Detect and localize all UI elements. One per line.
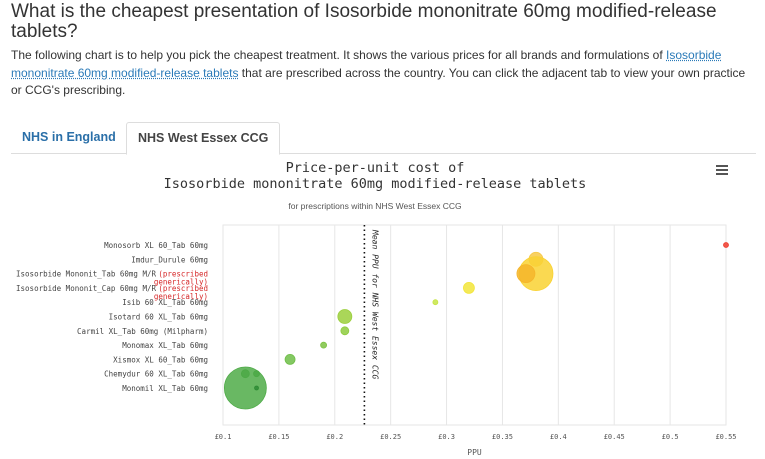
mean-ppu-label: Mean PPU for NHS West Essex CCG [370,229,379,379]
plot-area [222,224,727,426]
intro-text-end: that are prescribed across the country. … [11,65,746,98]
data-point [337,309,353,324]
category-label: Chemydur 60 XL_Tab 60mg [104,370,208,379]
data-point [723,242,729,248]
data-point [254,385,259,391]
drug-link[interactable]: Isosorbide mononitrate 60mg modified-rel… [11,48,722,80]
data-point [463,281,475,294]
data-point [432,299,439,306]
category-label: Monosorb XL 60_Tab 60mg [104,241,208,250]
x-tick-label: £0.4 [550,433,567,441]
tab-nhs-west-essex-ccg[interactable]: NHS West Essex CCG [126,122,281,155]
chart-title-line1: Price-per-unit cost of [285,160,465,176]
data-point [223,366,267,410]
data-point [516,264,536,284]
category-label: Monomax XL_Tab 60mg [122,341,208,350]
category-label: Monomil XL_Tab 60mg [122,384,208,393]
x-tick-label: £0.1 [215,433,232,441]
x-tick-label: £0.5 [662,433,679,441]
data-point [340,326,350,336]
tab-nhs-england[interactable]: NHS in England [22,130,116,144]
x-tick-label: £0.45 [604,433,625,441]
chart-subtitle: for prescriptions within NHS West Essex … [288,201,462,211]
page-title: What is the cheapest presentation of Iso… [11,1,717,42]
x-tick-label: £0.3 [438,433,455,441]
category-label: Isosorbide Mononit_Cap 60mg M/R [16,284,156,293]
category-label: Isib 60 XL_Tab 60mg [122,298,208,307]
intro-paragraph: The following chart is to help you pick … [11,47,746,100]
x-tick-label: £0.15 [268,433,289,441]
generic-note-label: generically) [154,292,208,301]
category-label: Imdur_Durule 60mg [131,255,208,264]
data-point [320,341,328,349]
chart-title-line2: Isosorbide mononitrate 60mg modified-rel… [163,176,587,192]
x-tick-label: £0.55 [715,433,736,441]
x-axis-title: PPU [467,448,482,457]
category-label: Isosorbide Mononit_Tab 60mg M/R [16,270,156,279]
tab-divider [11,153,756,154]
intro-text-start: The following chart is to help you pick … [11,48,667,62]
hamburger-menu-icon[interactable] [716,163,728,177]
generic-note-label: generically) [154,278,208,287]
x-tick-label: £0.2 [326,433,343,441]
generic-note-label: (prescribed [158,284,208,293]
data-point [284,353,296,365]
category-label: Isotard 60 XL_Tab 60mg [109,313,208,322]
x-tick-label: £0.25 [380,433,401,441]
x-tick-label: £0.35 [492,433,513,441]
category-label: Carmil XL_Tab 60mg (Milpharm) [77,327,208,336]
category-label: Xismox XL 60_Tab 60mg [113,355,208,364]
tab-bar: NHS in England NHS West Essex CCG [11,122,756,155]
generic-note-label: (prescribed [158,270,208,279]
